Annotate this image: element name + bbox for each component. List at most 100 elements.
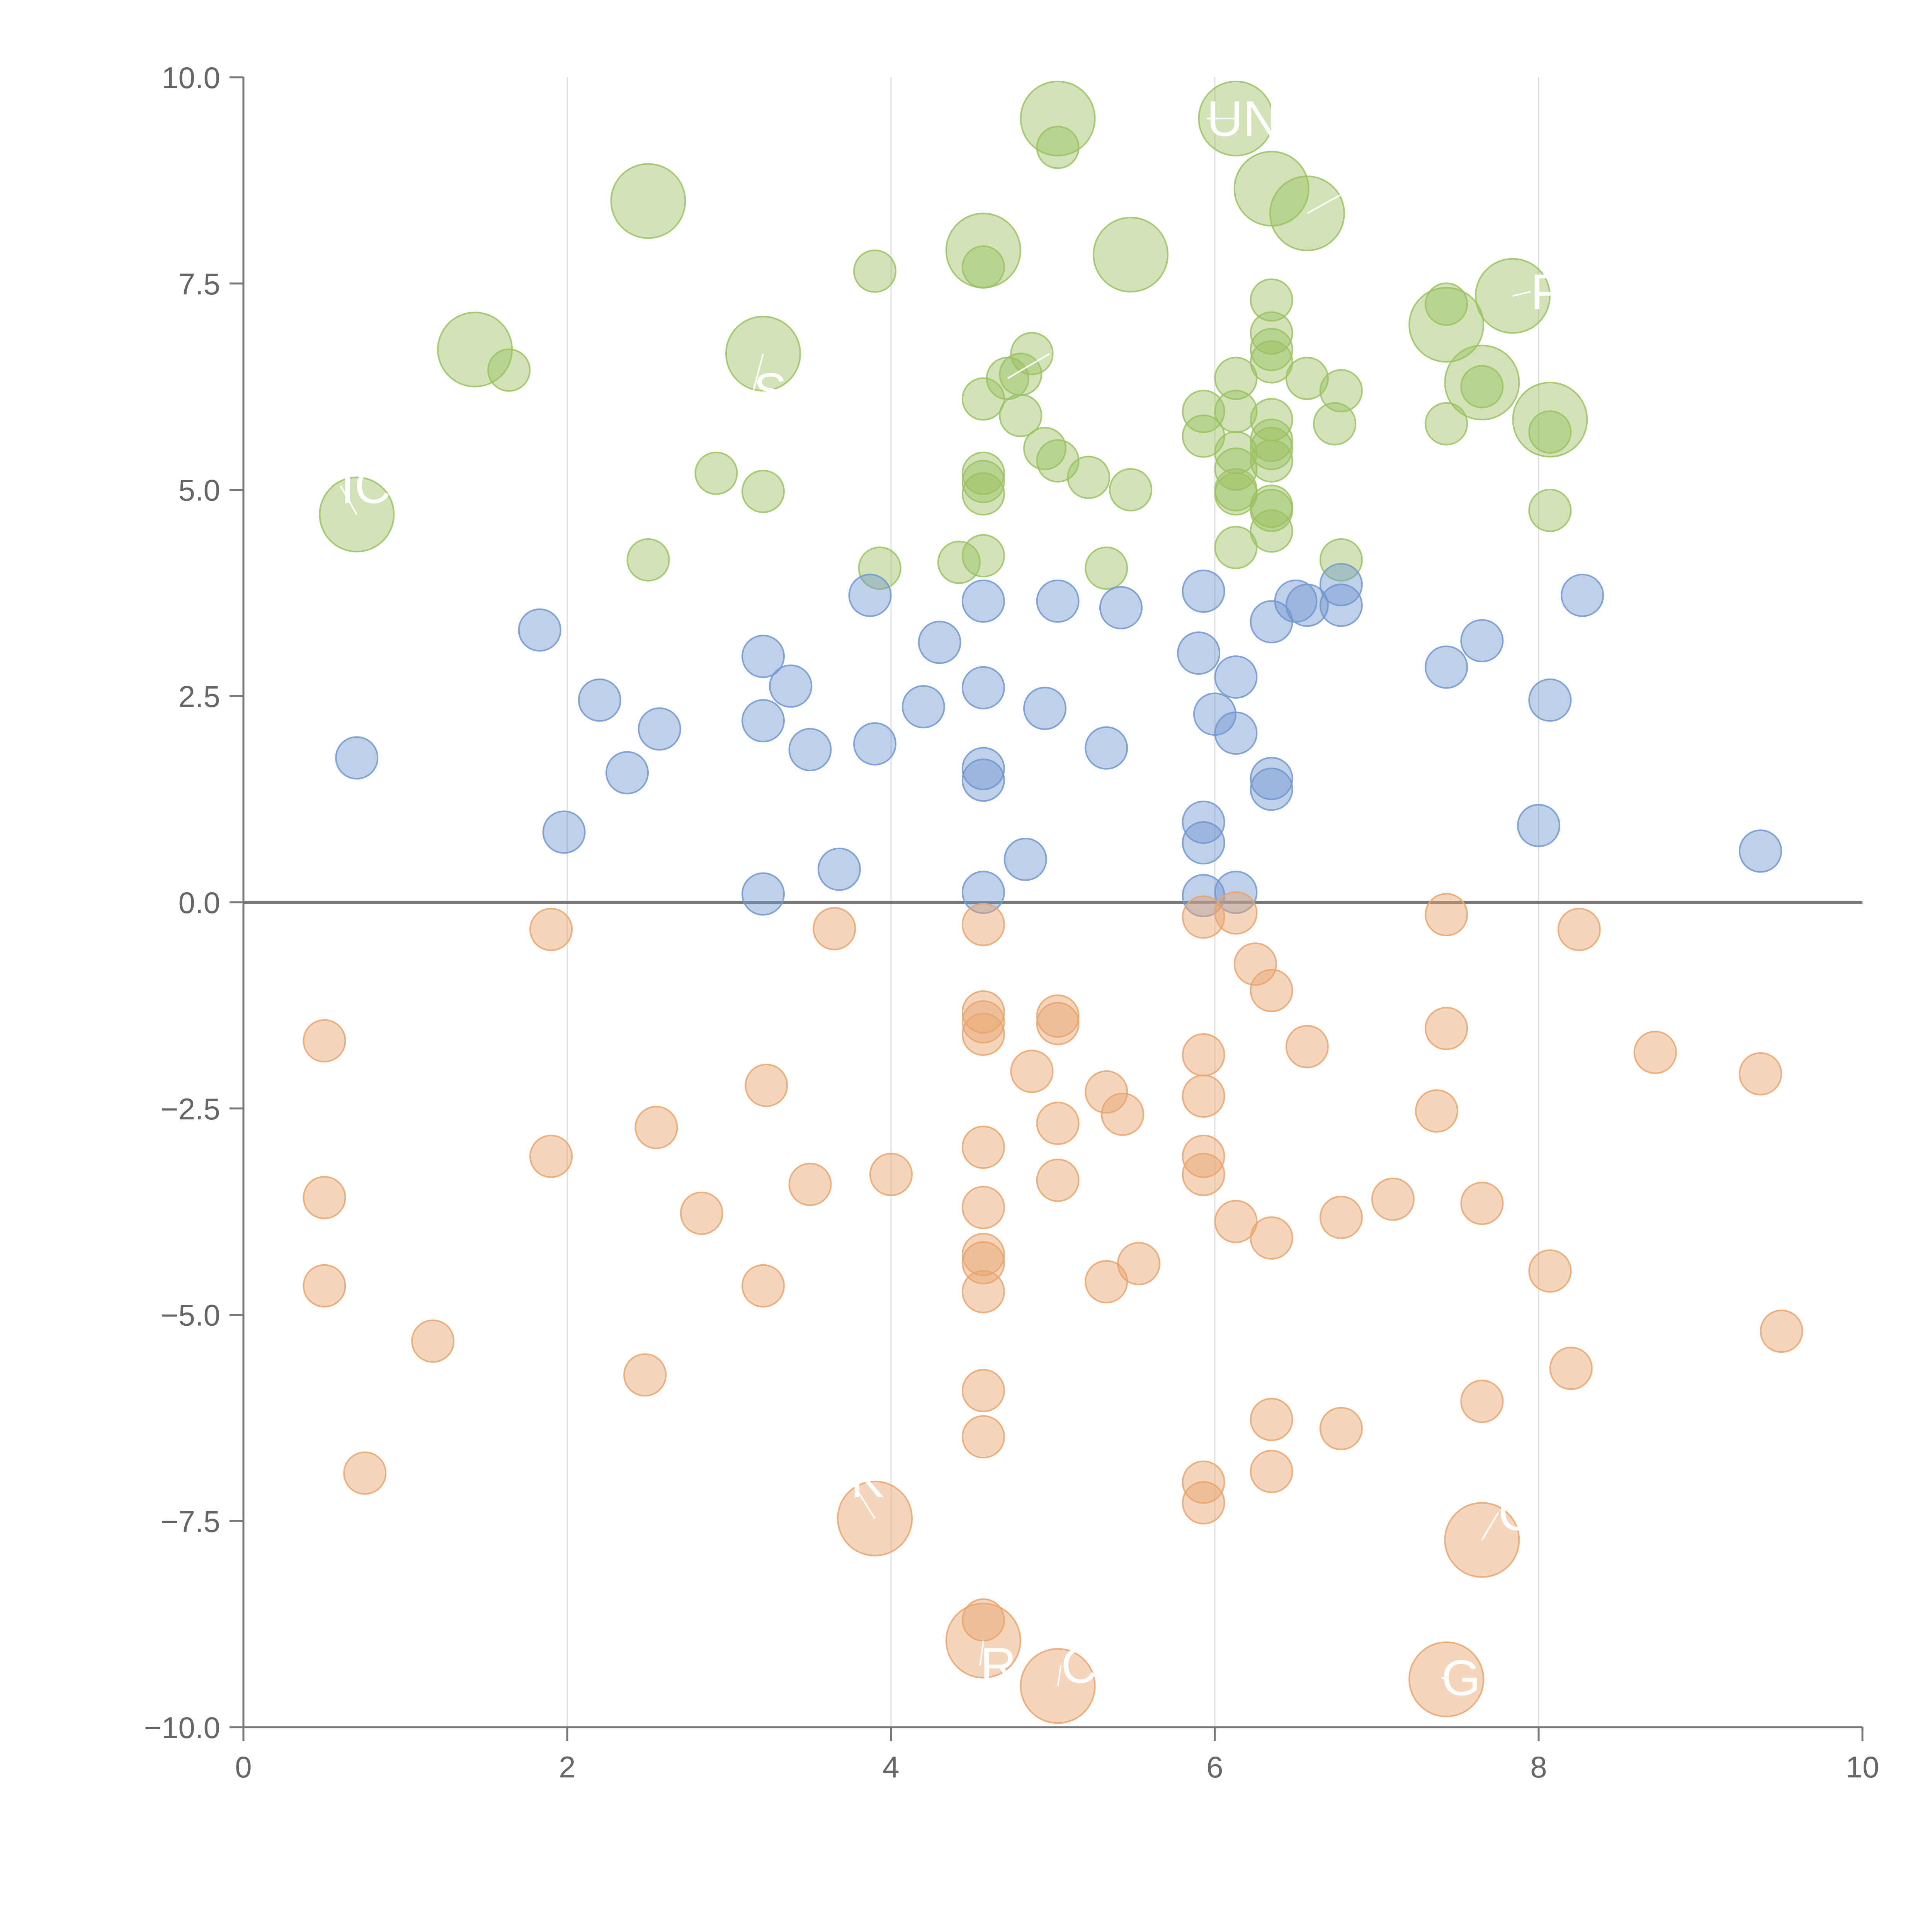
data-point-orange [788, 1163, 832, 1206]
annotation-leader [979, 1640, 984, 1666]
data-point-orange [1557, 908, 1601, 951]
annotation-label: GR [1442, 1650, 1517, 1706]
data-point-green [961, 472, 1005, 516]
data-point-orange [343, 1451, 387, 1495]
data-point-green [1023, 427, 1067, 470]
data-point-blue [1085, 726, 1128, 770]
data-point-blue [741, 872, 785, 916]
annotation-leader [1306, 192, 1345, 214]
data-point-green [1036, 126, 1080, 169]
data-point-green [610, 163, 686, 239]
data-point-green [1085, 546, 1128, 590]
data-point-orange [961, 1012, 1005, 1056]
y-tick-label: −2.5 [161, 1092, 220, 1126]
data-point-blue [1182, 821, 1225, 865]
data-point-green [1319, 538, 1363, 582]
data-point-orange [1182, 895, 1225, 939]
data-point-orange [961, 1270, 1005, 1313]
data-point-green [1528, 488, 1572, 532]
annotation-label: S [1344, 165, 1378, 221]
data-point-orange [1101, 1092, 1145, 1136]
data-point-green [1182, 389, 1225, 433]
data-point-orange [1633, 1031, 1677, 1074]
annotation-label: R [980, 1637, 1016, 1694]
data-point-orange [745, 1063, 788, 1107]
data-point-orange [1250, 1216, 1293, 1260]
data-point-green [961, 534, 1005, 578]
data-point-green [858, 546, 901, 590]
data-point-orange [1250, 969, 1293, 1012]
data-point-blue [1425, 645, 1468, 689]
data-point-blue [741, 634, 785, 678]
data-point-blue [1099, 586, 1143, 629]
data-point-orange [961, 1415, 1005, 1459]
data-point-green [961, 245, 1005, 289]
data-point-green [1093, 217, 1169, 293]
data-point-green [1285, 357, 1329, 400]
data-point-orange [1250, 1450, 1293, 1493]
data-point-green [1425, 402, 1468, 446]
data-point-orange [1182, 1481, 1225, 1525]
data-point-orange [1117, 1242, 1161, 1286]
data-point-orange [1415, 1089, 1459, 1133]
y-tick-label: −10.0 [144, 1711, 220, 1745]
data-point-orange [1760, 1310, 1803, 1353]
annotation-label: PL [1531, 264, 1592, 320]
data-point-green [1313, 402, 1357, 446]
y-tick-label: 5.0 [179, 473, 220, 507]
data-point-orange [869, 1153, 913, 1196]
data-point-orange [1250, 1398, 1293, 1441]
data-point-blue [1214, 711, 1258, 755]
y-tick-label: −7.5 [161, 1504, 220, 1538]
data-point-blue [1182, 570, 1225, 613]
data-point-green [1214, 389, 1258, 433]
data-point-orange [1214, 891, 1258, 935]
y-tick-label: −5.0 [161, 1298, 220, 1332]
y-tick-label: 7.5 [179, 267, 220, 301]
data-point-blue [1517, 804, 1560, 847]
data-point-blue [605, 751, 649, 794]
data-point-green [1250, 427, 1293, 470]
data-point-green [626, 538, 670, 582]
data-point-orange [1036, 1158, 1080, 1202]
annotation-leader [1057, 1665, 1062, 1686]
y-tick-label: 10.0 [162, 61, 220, 95]
data-point-orange [961, 1369, 1005, 1412]
data-point-orange [1085, 1070, 1128, 1114]
data-point-blue [1023, 687, 1067, 730]
data-point-green [1250, 340, 1293, 384]
x-tick-label: 2 [559, 1750, 575, 1784]
data-point-blue [578, 678, 621, 722]
data-point-orange [1010, 1049, 1054, 1093]
data-point-blue [961, 871, 1005, 914]
data-point-blue [741, 699, 785, 743]
data-point-green [961, 377, 1005, 421]
data-point-orange [1319, 1196, 1363, 1239]
annotation-label: D [1050, 325, 1086, 382]
data-point-orange [1319, 1407, 1363, 1451]
data-point-orange [961, 1126, 1005, 1169]
data-point-orange [961, 990, 1005, 1034]
data-point-green [1444, 344, 1520, 420]
data-point-orange [303, 1019, 346, 1063]
data-point-blue [1285, 583, 1329, 627]
data-point-blue [961, 747, 1005, 791]
annotation-label: UN [1207, 90, 1279, 147]
data-point-blue [638, 707, 681, 751]
data-point-green [999, 352, 1043, 396]
data-point-green [1067, 456, 1111, 499]
data-point-orange [1182, 1033, 1225, 1077]
data-point-orange [529, 908, 573, 951]
data-point-green [1528, 410, 1572, 454]
data-point-green [1214, 472, 1258, 516]
annotation-leader [1481, 1512, 1499, 1541]
data-point-blue [817, 847, 861, 891]
data-point-green [1109, 468, 1153, 512]
data-point-blue [518, 608, 561, 652]
data-point-green [1512, 382, 1588, 458]
data-point-orange [623, 1353, 667, 1397]
annotation-label: C [1061, 1637, 1097, 1694]
